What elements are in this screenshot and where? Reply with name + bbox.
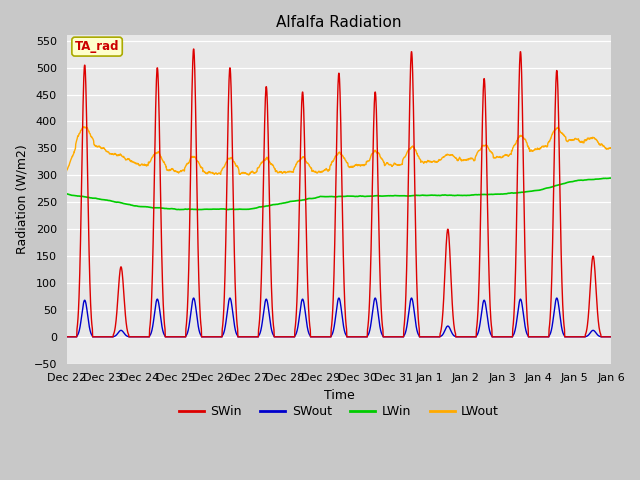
LWout: [245, 172, 253, 178]
Line: SWin: SWin: [67, 49, 611, 337]
LWin: [355, 193, 362, 199]
LWout: [559, 132, 567, 137]
X-axis label: Time: Time: [323, 389, 355, 402]
SWin: [559, 312, 567, 317]
SWout: [189, 295, 197, 301]
Line: SWout: SWout: [67, 298, 611, 337]
LWin: [575, 178, 582, 183]
Title: Alfalfa Radiation: Alfalfa Radiation: [276, 15, 402, 30]
LWout: [355, 163, 363, 168]
SWin: [189, 46, 197, 52]
Y-axis label: Radiation (W/m2): Radiation (W/m2): [15, 144, 28, 254]
LWin: [559, 181, 567, 187]
SWout: [63, 334, 70, 340]
SWout: [559, 331, 567, 336]
LWin: [607, 175, 615, 181]
SWout: [607, 334, 615, 340]
LWin: [215, 206, 223, 212]
LWout: [497, 155, 505, 160]
LWin: [497, 191, 505, 197]
SWout: [497, 334, 505, 340]
SWin: [215, 334, 223, 340]
SWin: [355, 334, 362, 340]
Line: LWout: LWout: [67, 127, 611, 175]
SWout: [367, 324, 374, 329]
LWout: [575, 137, 582, 143]
SWout: [355, 334, 362, 340]
LWin: [63, 191, 70, 197]
SWin: [575, 334, 582, 340]
SWin: [63, 334, 70, 340]
LWout: [215, 170, 223, 176]
SWin: [497, 334, 505, 340]
LWout: [367, 154, 374, 159]
LWin: [367, 193, 374, 199]
SWin: [607, 334, 615, 340]
LWout: [80, 124, 88, 130]
LWout: [607, 145, 615, 151]
SWin: [367, 268, 374, 274]
SWout: [575, 334, 582, 340]
Legend: SWin, SWout, LWin, LWout: SWin, SWout, LWin, LWout: [174, 400, 504, 423]
LWin: [196, 207, 204, 213]
Line: LWin: LWin: [67, 178, 611, 210]
SWout: [215, 334, 223, 340]
Text: TA_rad: TA_rad: [75, 40, 119, 53]
LWout: [63, 168, 70, 173]
